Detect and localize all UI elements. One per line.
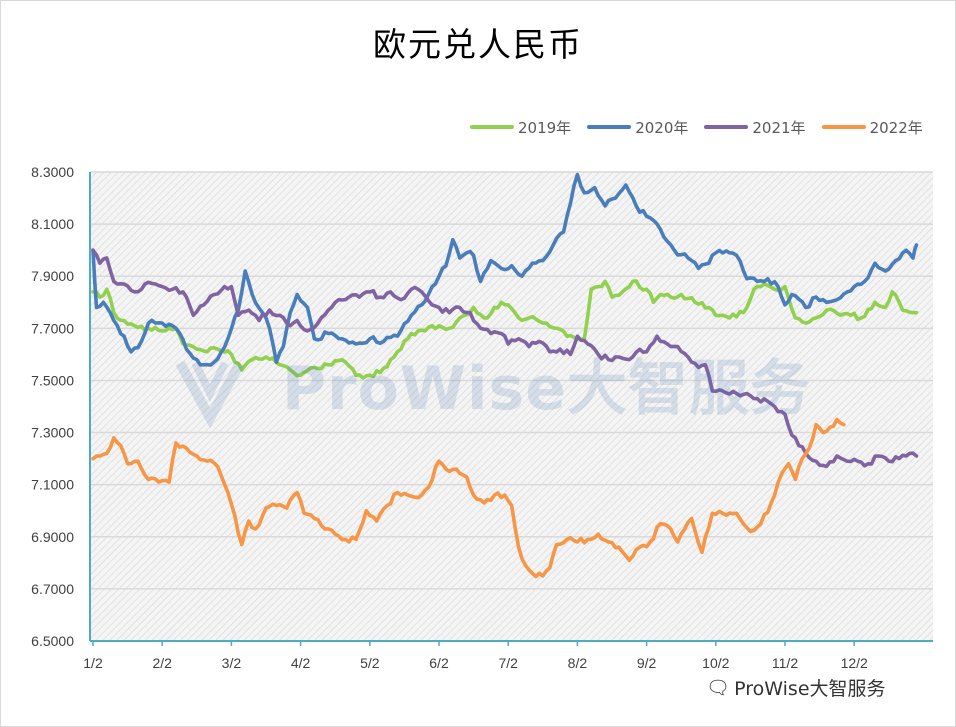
legend-swatch-2020 (587, 125, 632, 129)
legend-item-2021: 2021年 (704, 117, 806, 138)
series-line-2019 (91, 279, 919, 380)
y-tick-label: 7.3000 (31, 425, 74, 441)
footer-text: ProWise大智服务 (734, 678, 886, 700)
y-tick-label: 6.7000 (31, 581, 74, 597)
legend-label-2021: 2021年 (752, 118, 806, 137)
legend-label-2022: 2022年 (869, 118, 923, 137)
x-tick-label: 5/2 (360, 655, 380, 671)
x-tick-label: 11/2 (772, 655, 798, 671)
x-tick-label: 6/2 (429, 655, 449, 671)
watermark-text: ProWise大智服务 (282, 354, 811, 424)
x-tick-label: 2/2 (152, 655, 172, 671)
x-tick-label: 7/2 (498, 655, 518, 671)
y-tick-label: 6.9000 (31, 529, 74, 545)
y-tick-label: 7.9000 (31, 268, 74, 284)
y-tick-label: 7.5000 (31, 372, 74, 388)
legend-item-2020: 2020年 (587, 117, 688, 138)
x-tick-label: 8/2 (568, 655, 588, 671)
x-tick-label: 1/2 (83, 655, 103, 671)
series-line-2022 (91, 417, 846, 579)
legend-swatch-2021 (704, 125, 749, 129)
legend-label-2020: 2020年 (635, 118, 689, 137)
y-tick-label: 8.1000 (31, 216, 74, 232)
chart-title: 欧元兑人民币 (373, 25, 583, 64)
y-tick-label: 6.5000 (31, 633, 74, 649)
series-lines (91, 172, 919, 579)
legend-swatch-2019 (470, 125, 514, 129)
legend-label-2019: 2019年 (518, 118, 572, 137)
y-tick-label: 8.3000 (31, 164, 74, 180)
chart-legend: 2019年 2020年 2021年 2022年 (470, 117, 939, 137)
watermark-logo-icon (175, 360, 245, 428)
x-tick-label: 12/2 (841, 655, 868, 671)
series-line-2021 (91, 248, 919, 469)
legend-item-2022: 2022年 (821, 117, 923, 138)
wechat-icon: 🗨 (706, 677, 731, 699)
x-tick-label: 3/2 (222, 655, 242, 671)
series-line-2020 (91, 172, 919, 367)
y-tick-label: 7.7000 (31, 320, 74, 336)
y-tick-label: 7.1000 (31, 477, 74, 493)
x-tick-label: 9/2 (637, 655, 657, 671)
legend-swatch-2022 (821, 125, 866, 129)
x-tick-label: 4/2 (291, 655, 311, 671)
footer-credit: 🗨 ProWise大智服务 (706, 674, 886, 701)
x-tick-label: 10/2 (702, 655, 729, 671)
axes (89, 172, 933, 642)
plot-area (90, 172, 933, 641)
legend-item-2019: 2019年 (470, 117, 571, 138)
grid-lines (90, 171, 933, 590)
tick-labels: 8.3000 8.1000 7.9000 7.7000 7.5000 7.3000 7.10… (31, 164, 868, 671)
